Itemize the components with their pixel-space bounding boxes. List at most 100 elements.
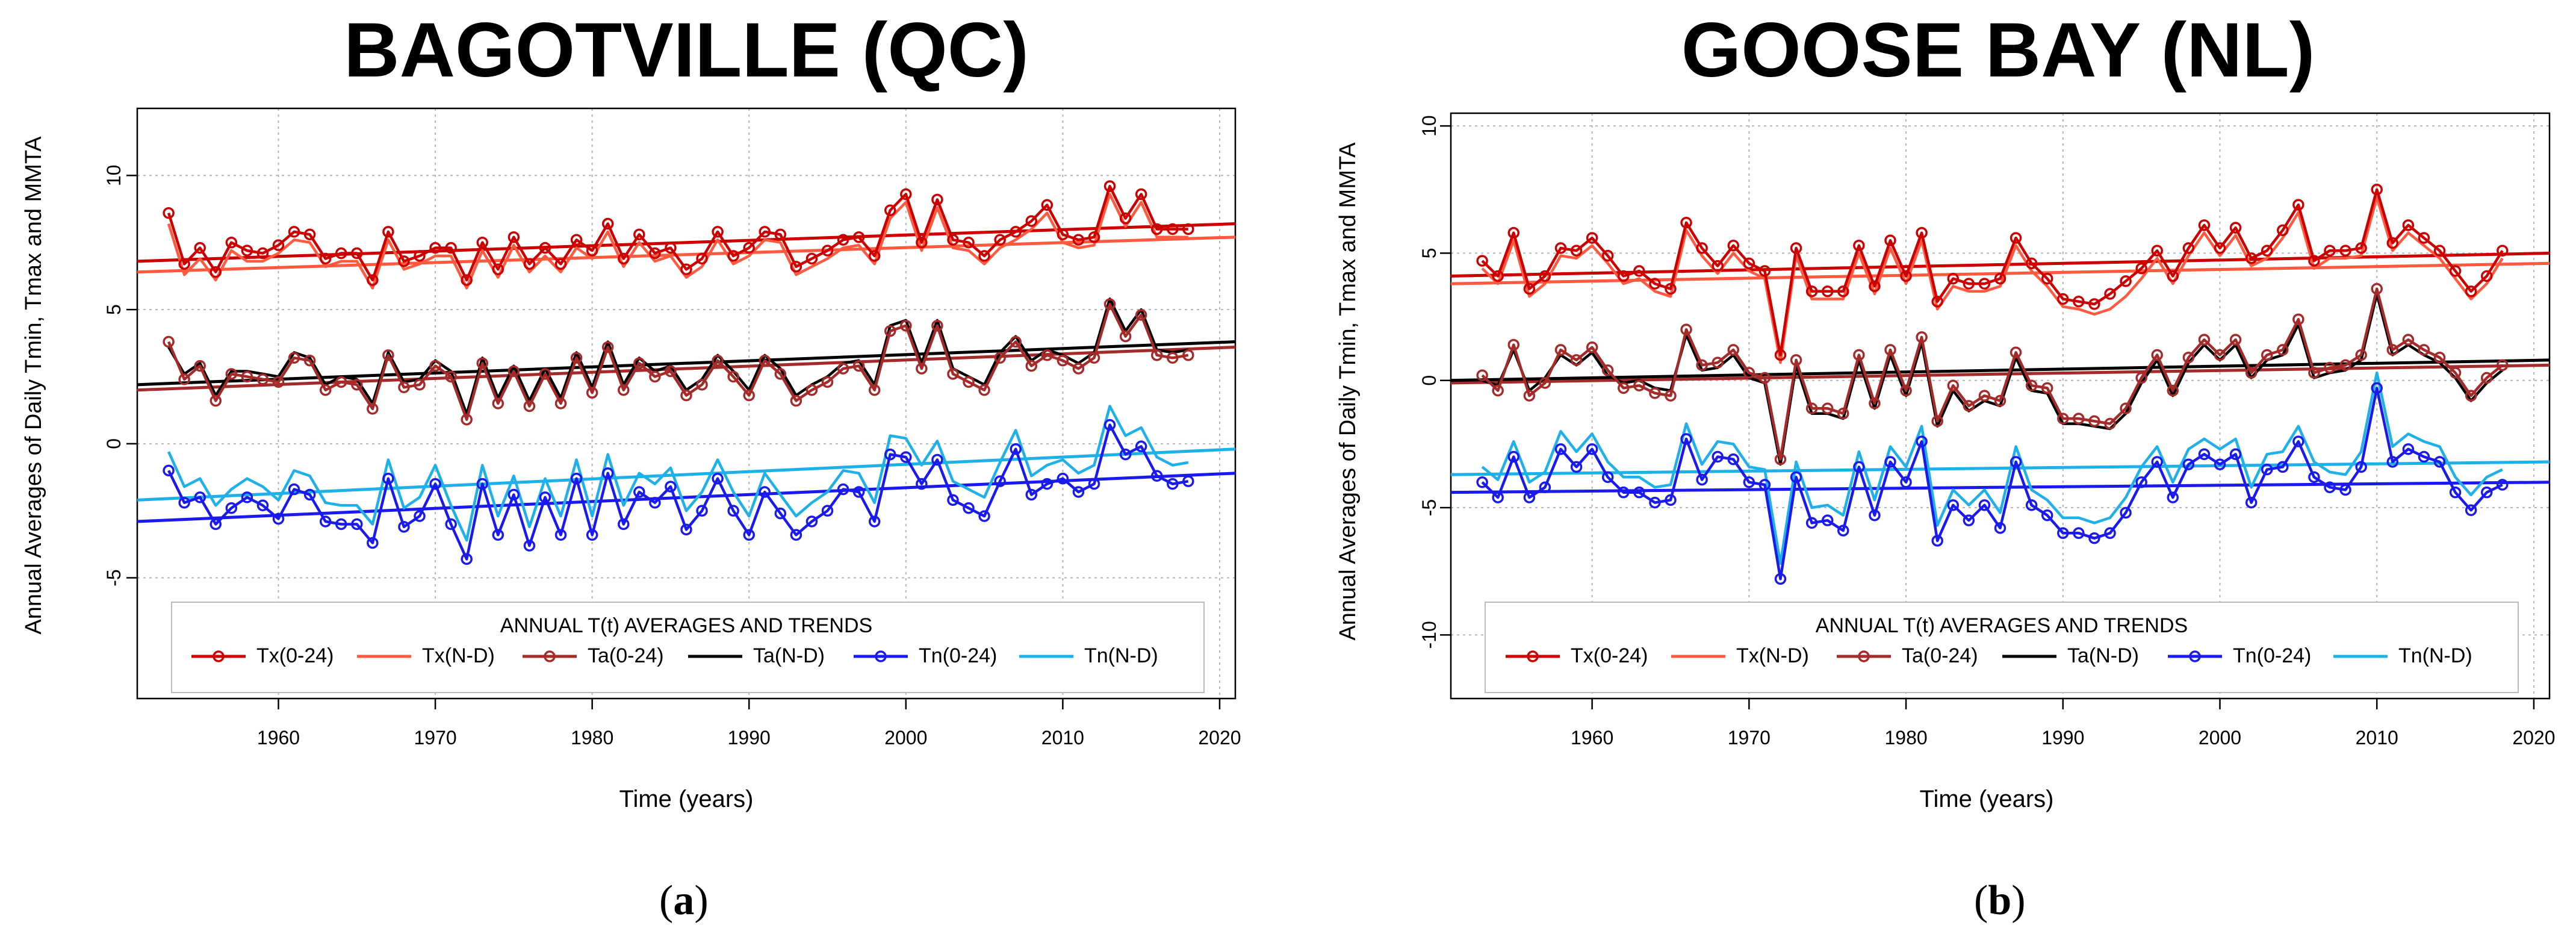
data-point-ta-0-24 — [916, 363, 928, 375]
legend-label-tn-n-d: Tn(N-D) — [1084, 644, 1158, 667]
data-point-tn-0-24 — [2449, 486, 2462, 499]
data-point-tn-0-24 — [916, 478, 928, 490]
legend-marker-tn-0-24 — [875, 650, 887, 662]
x-tick-label: 2020 — [1198, 727, 1241, 749]
data-point-tn-0-24 — [507, 488, 520, 501]
data-point-tx-0-24 — [539, 241, 551, 254]
data-point-ta-0-24 — [335, 376, 347, 388]
legend-label-tn-n-d: Tn(N-D) — [2398, 644, 2472, 667]
data-point-ta-0-24 — [2057, 412, 2069, 425]
data-point-tn-0-24 — [1727, 453, 1740, 465]
data-point-tx-0-24 — [2371, 184, 2383, 196]
data-point-tn-0-24 — [1712, 450, 1724, 463]
series-line-tn-n-d — [167, 405, 1189, 542]
data-point-ta-0-24 — [461, 413, 473, 426]
data-point-tx-0-24 — [1963, 278, 1975, 290]
data-point-tx-0-24 — [727, 250, 739, 262]
data-point-ta-0-24 — [1539, 377, 1551, 389]
data-point-tx-0-24 — [2041, 272, 2053, 285]
data-point-tx-0-24 — [2480, 270, 2493, 282]
data-point-ta-0-24 — [665, 365, 677, 378]
data-point-ta-0-24 — [884, 325, 896, 337]
data-point-ta-0-24 — [1680, 323, 1692, 335]
data-point-tx-0-24 — [303, 228, 316, 241]
data-point-tx-0-24 — [1150, 223, 1163, 235]
data-point-ta-0-24 — [2135, 372, 2147, 384]
x-tick-label: 1970 — [414, 727, 456, 749]
data-point-tn-0-24 — [2339, 484, 2351, 496]
data-point-tx-0-24 — [2402, 219, 2415, 231]
data-point-tx-0-24 — [2088, 298, 2100, 310]
data-point-tn-0-24 — [680, 523, 692, 536]
data-point-tn-0-24 — [523, 540, 536, 552]
data-point-tx-0-24 — [2261, 244, 2273, 257]
data-point-tx-0-24 — [2135, 263, 2147, 275]
data-point-tx-0-24 — [774, 228, 787, 241]
panel-a: BAGOTVILLE (QC) Annual Averages of Daily… — [21, 7, 1241, 924]
data-point-tn-0-24 — [2151, 456, 2163, 468]
data-point-tn-0-24 — [1025, 488, 1038, 501]
x-axis-label: Time (years) — [1920, 786, 2054, 812]
data-point-tn-0-24 — [1135, 440, 1147, 453]
data-point-tn-0-24 — [774, 507, 787, 520]
legend-box — [171, 602, 1205, 693]
data-point-tx-0-24 — [1633, 265, 1645, 277]
data-point-tx-0-24 — [665, 241, 677, 254]
data-point-tn-0-24 — [1696, 473, 1708, 486]
data-point-ta-0-24 — [947, 368, 959, 380]
data-point-ta-0-24 — [2198, 334, 2211, 346]
data-point-ta-0-24 — [1837, 407, 1849, 420]
data-point-tx-0-24 — [1119, 212, 1132, 225]
data-point-tx-0-24 — [1182, 223, 1194, 235]
data-point-ta-0-24 — [1119, 330, 1132, 343]
data-point-tx-0-24 — [759, 226, 771, 238]
data-point-ta-0-24 — [1523, 390, 1536, 402]
data-point-ta-0-24 — [633, 357, 645, 369]
data-point-ta-0-24 — [1182, 349, 1194, 361]
y-tick-label: 5 — [1418, 248, 1440, 259]
data-point-tn-0-24 — [2277, 461, 2289, 473]
data-point-tx-0-24 — [2167, 270, 2179, 282]
data-point-tn-0-24 — [1057, 472, 1069, 485]
data-point-ta-0-24 — [1618, 382, 1630, 394]
data-point-ta-0-24 — [1167, 352, 1179, 364]
data-point-tn-0-24 — [1947, 499, 1960, 511]
data-point-tx-0-24 — [1743, 257, 1755, 270]
data-point-ta-0-24 — [805, 384, 818, 396]
data-point-tn-0-24 — [382, 472, 394, 485]
data-point-tx-0-24 — [2292, 199, 2304, 211]
data-point-tx-0-24 — [2433, 244, 2446, 257]
data-point-ta-0-24 — [2292, 313, 2304, 326]
data-point-tx-0-24 — [209, 266, 222, 278]
data-point-tn-0-24 — [2041, 509, 2053, 521]
data-point-tx-0-24 — [1931, 295, 1943, 308]
data-point-tx-0-24 — [335, 247, 347, 260]
data-point-ta-0-24 — [1586, 341, 1598, 353]
data-point-ta-0-24 — [1900, 384, 1912, 397]
data-point-tx-0-24 — [618, 252, 630, 265]
data-point-tx-0-24 — [868, 250, 881, 262]
data-point-tx-0-24 — [225, 236, 238, 249]
data-point-ta-0-24 — [554, 397, 567, 409]
data-point-tn-0-24 — [618, 518, 630, 531]
data-point-ta-0-24 — [445, 370, 457, 383]
data-point-tn-0-24 — [2088, 532, 2100, 544]
data-point-ta-0-24 — [2151, 349, 2163, 361]
x-tick-label: 1960 — [257, 727, 300, 749]
data-point-tn-0-24 — [414, 510, 426, 522]
data-point-ta-0-24 — [1931, 415, 1943, 428]
chart-bagotville: BAGOTVILLE (QC) Annual Averages of Daily… — [21, 7, 1241, 924]
data-point-tx-0-24 — [492, 263, 504, 276]
data-point-ta-0-24 — [1743, 367, 1755, 379]
trend-line-ta-n-d — [1450, 358, 2550, 382]
data-point-ta-0-24 — [1057, 354, 1069, 367]
data-point-tx-0-24 — [2339, 244, 2351, 257]
data-point-tn-0-24 — [2386, 456, 2399, 468]
data-point-tn-0-24 — [288, 483, 300, 496]
data-point-ta-0-24 — [351, 379, 363, 391]
data-point-ta-0-24 — [601, 341, 614, 353]
data-point-ta-0-24 — [1758, 372, 1771, 384]
data-point-tn-0-24 — [2355, 461, 2367, 473]
caption-a: (a) — [659, 877, 709, 924]
data-point-tn-0-24 — [1476, 476, 1488, 488]
